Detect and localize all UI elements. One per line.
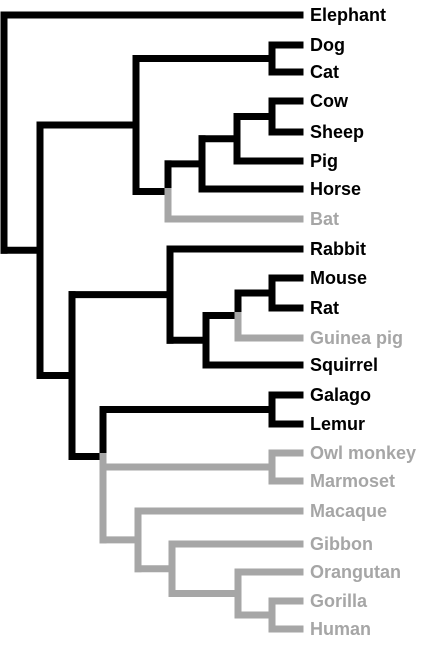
- leaf-label-guinea-pig: Guinea pig: [310, 328, 403, 348]
- leaf-label-owl-monkey: Owl monkey: [310, 443, 416, 463]
- leaf-label-rabbit: Rabbit: [310, 239, 366, 259]
- leaf-label-mouse: Mouse: [310, 268, 367, 288]
- leaf-label-galago: Galago: [310, 385, 371, 405]
- leaf-label-pig: Pig: [310, 151, 338, 171]
- leaf-label-elephant: Elephant: [310, 5, 386, 25]
- leaf-label-marmoset: Marmoset: [310, 471, 395, 491]
- leaf-label-squirrel: Squirrel: [310, 355, 378, 375]
- leaf-label-bat: Bat: [310, 209, 339, 229]
- leaf-label-gorilla: Gorilla: [310, 591, 368, 611]
- leaf-label-macaque: Macaque: [310, 501, 387, 521]
- leaf-label-lemur: Lemur: [310, 414, 365, 434]
- leaf-label-rat: Rat: [310, 298, 339, 318]
- leaf-label-cat: Cat: [310, 62, 339, 82]
- leaf-label-sheep: Sheep: [310, 122, 364, 142]
- tree-branches: [0, 11, 304, 633]
- leaf-label-human: Human: [310, 619, 371, 639]
- leaf-label-horse: Horse: [310, 179, 361, 199]
- leaf-label-dog: Dog: [310, 35, 345, 55]
- leaf-label-gibbon: Gibbon: [310, 534, 373, 554]
- leaf-label-orangutan: Orangutan: [310, 562, 401, 582]
- leaf-labels: Elephant Dog Cat Cow Sheep Pig Horse Bat Rabbit M…: [310, 5, 416, 639]
- leaf-label-cow: Cow: [310, 91, 349, 111]
